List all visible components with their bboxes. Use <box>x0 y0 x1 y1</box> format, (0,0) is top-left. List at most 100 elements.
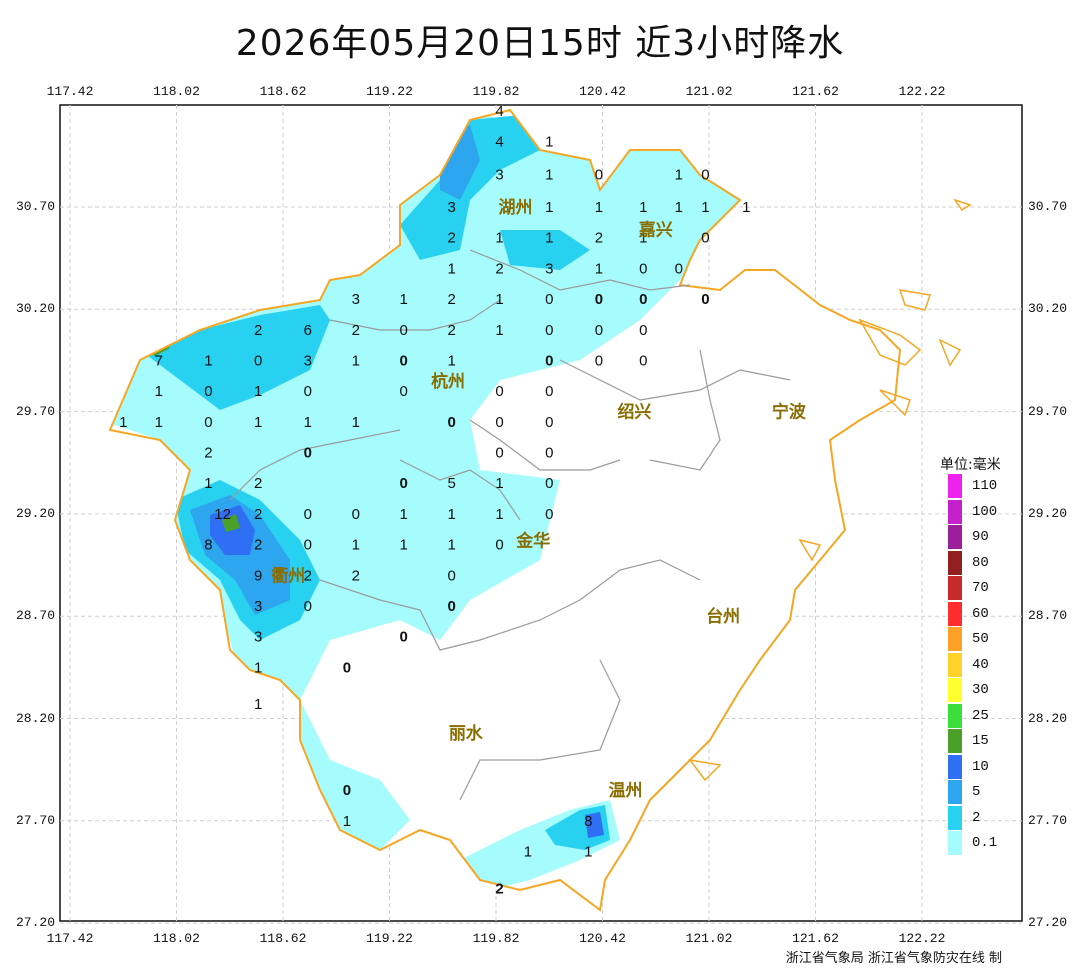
rain-value-13: 1 <box>701 199 709 216</box>
x-tick-bottom-0: 117.42 <box>46 931 94 946</box>
y-tick-right-0: 30.70 <box>1028 199 1068 214</box>
rain-value-17: 1 <box>545 230 553 247</box>
rain-value-10: 1 <box>595 199 603 216</box>
x-tick-bottom-6: 121.02 <box>685 931 733 946</box>
rain-value-22: 2 <box>495 260 503 277</box>
rain-value-103: 0 <box>400 629 408 646</box>
y-tick-right-7: 27.20 <box>1028 915 1068 931</box>
x-tick-top-7: 121.62 <box>792 84 839 99</box>
rain-value-5: 0 <box>595 166 603 183</box>
rain-value-79: 0 <box>545 475 553 492</box>
rain-value-69: 0 <box>545 414 553 431</box>
legend-item: 50 <box>948 627 1068 651</box>
y-tick-right-6: 27.70 <box>1028 812 1068 828</box>
rain-value-40: 1 <box>495 322 503 339</box>
x-tick-top-4: 119.82 <box>472 84 520 99</box>
legend-label: 0.1 <box>972 835 998 851</box>
legend-item: 110 <box>948 474 1068 498</box>
rain-value-66: 1 <box>352 414 360 431</box>
precip-band-15 <box>222 514 240 532</box>
legend-item: 0.1 <box>948 831 1068 855</box>
legend-item: 25 <box>948 703 1068 728</box>
rain-value-85: 1 <box>447 506 455 523</box>
rain-value-97: 2 <box>352 567 360 584</box>
legend-label: 70 <box>972 580 989 596</box>
legend-item: 100 <box>948 499 1068 524</box>
y-tick-left-0: 30.70 <box>16 199 56 214</box>
y-tick-right-3: 29.20 <box>1028 505 1068 521</box>
legend-swatch <box>948 627 962 651</box>
rain-value-65: 1 <box>304 414 312 431</box>
legend-item: 40 <box>948 652 1068 677</box>
legend-swatch <box>948 805 962 830</box>
rain-value-94: 0 <box>495 537 503 554</box>
rain-value-77: 5 <box>447 475 455 492</box>
rain-value-0: 4 <box>495 103 503 120</box>
rain-value-3: 3 <box>495 166 503 183</box>
legend-label: 25 <box>972 707 989 724</box>
x-tick-top-3: 119.22 <box>366 84 413 99</box>
rain-value-93: 1 <box>447 537 455 554</box>
rain-value-36: 6 <box>304 322 312 339</box>
legend-swatch <box>948 754 962 779</box>
x-tick-bottom-7: 121.62 <box>792 931 839 946</box>
precip-band-2-nw <box>140 305 330 410</box>
rain-value-98: 0 <box>447 567 455 584</box>
rain-value-31: 0 <box>545 291 553 308</box>
rain-value-59: 0 <box>495 383 503 400</box>
rain-value-95: 9 <box>254 567 262 584</box>
rain-value-15: 2 <box>447 230 455 247</box>
rain-value-28: 1 <box>400 291 408 308</box>
rain-value-56: 1 <box>254 383 262 400</box>
rain-value-21: 1 <box>447 260 455 277</box>
rain-value-20: 0 <box>701 230 709 247</box>
y-tick-right-4: 28.70 <box>1028 608 1068 624</box>
rain-value-30: 1 <box>495 291 503 308</box>
y-tick-left-3: 29.20 <box>16 505 56 521</box>
legend-item: 70 <box>948 576 1068 600</box>
precip-band-2-east <box>500 230 590 270</box>
rain-value-43: 0 <box>639 322 647 339</box>
rain-value-54: 1 <box>155 383 163 400</box>
rain-value-6: 1 <box>675 166 683 183</box>
rain-value-99: 3 <box>254 598 262 615</box>
rain-value-63: 0 <box>204 414 212 431</box>
rain-value-80: 12 <box>214 506 231 523</box>
legend-label: 80 <box>972 554 989 571</box>
rain-value-26: 0 <box>675 260 683 277</box>
rain-value-78: 1 <box>495 475 503 492</box>
rain-value-4: 1 <box>545 166 553 183</box>
rain-value-44: 7 <box>155 352 163 369</box>
rain-value-29: 2 <box>447 291 455 308</box>
rain-value-101: 0 <box>447 598 455 615</box>
rain-value-90: 0 <box>304 537 312 554</box>
rain-value-106: 1 <box>254 696 262 713</box>
rain-value-34: 0 <box>701 291 709 308</box>
precip-band-0.1 <box>110 110 760 850</box>
map-title: 2026年05月20日15时 近3小时降水 <box>235 23 845 64</box>
rain-value-57: 0 <box>304 383 312 400</box>
legend-title: 单位:毫米 <box>940 457 1001 473</box>
city-label-8: 丽水 <box>449 723 484 744</box>
rain-value-7: 0 <box>701 166 709 183</box>
rain-value-76: 0 <box>400 475 408 492</box>
city-label-0: 湖州 <box>499 198 533 218</box>
legend-swatch <box>948 831 962 855</box>
legend-label: 30 <box>972 682 989 698</box>
rain-value-11: 1 <box>639 199 647 216</box>
rain-value-61: 1 <box>119 414 127 431</box>
rain-value-19: 1 <box>639 230 647 247</box>
rain-value-58: 0 <box>400 383 408 400</box>
rain-value-73: 0 <box>545 445 553 462</box>
rain-value-111: 1 <box>584 843 592 860</box>
legend-swatch <box>948 550 962 575</box>
city-label-5: 衢州 <box>271 565 305 586</box>
legend-swatch <box>948 576 962 600</box>
y-tick-left-4: 28.70 <box>16 608 56 624</box>
province-boundary <box>108 108 902 912</box>
rain-value-67: 0 <box>447 414 455 431</box>
legend-swatch <box>948 499 962 524</box>
legend-label: 5 <box>972 784 981 800</box>
x-tick-bottom-1: 118.02 <box>153 931 200 946</box>
